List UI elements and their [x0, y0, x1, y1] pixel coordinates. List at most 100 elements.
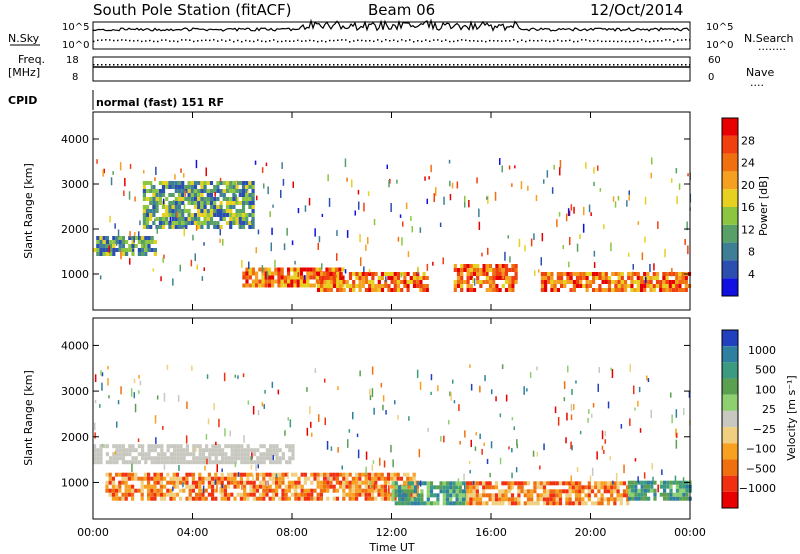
- echo-cell: [278, 460, 282, 465]
- echo-cell: [172, 496, 176, 501]
- echo-cell: [584, 485, 588, 490]
- nave-dot: [273, 64, 275, 66]
- echo-cell: [639, 428, 642, 433]
- echo-cell: [256, 448, 260, 453]
- echo-cell: [335, 488, 339, 493]
- echo-cell: [626, 485, 630, 490]
- echo-cell: [189, 452, 193, 457]
- echo-cell: [649, 288, 653, 292]
- nave-dot: [245, 64, 247, 66]
- echo-cell: [597, 383, 599, 392]
- echo-cell: [323, 272, 327, 276]
- echo-cell: [672, 496, 676, 501]
- echo-cell: [93, 452, 97, 457]
- echo-cell: [675, 276, 679, 280]
- echo-cell: [390, 476, 394, 481]
- echo-cell: [647, 484, 651, 489]
- echo-cell: [675, 484, 679, 489]
- echo-cell: [663, 480, 667, 485]
- noise-dot: [389, 39, 391, 42]
- echo-cell: [221, 460, 225, 465]
- echo-cell: [225, 221, 230, 225]
- noise-dot: [253, 40, 255, 43]
- echo-cell: [523, 501, 527, 506]
- echo-cell: [109, 460, 113, 465]
- echo-cell: [342, 280, 346, 284]
- echo-cell: [487, 195, 489, 204]
- echo-cell: [281, 472, 285, 477]
- noise-dot: [549, 40, 551, 43]
- echo-cell: [514, 272, 518, 276]
- echo-cell: [499, 158, 501, 165]
- nave-dot: [185, 64, 187, 66]
- echo-cell: [358, 288, 362, 292]
- echo-cell: [206, 374, 209, 379]
- echo-cell: [383, 484, 387, 489]
- echo-cell: [159, 492, 163, 497]
- echo-cell: [372, 460, 375, 464]
- echo-cell: [191, 472, 195, 477]
- noise-dot: [269, 40, 271, 42]
- echo-cell: [144, 236, 148, 240]
- nave-dot: [497, 64, 499, 66]
- echo-cell: [131, 236, 135, 240]
- echo-cell: [380, 382, 383, 388]
- echo-cell: [671, 267, 673, 277]
- echo-cell: [364, 476, 368, 481]
- echo-cell: [118, 240, 122, 244]
- echo-cell: [201, 496, 205, 501]
- echo-cell: [646, 375, 648, 381]
- echo-cell: [348, 484, 352, 489]
- echo-cell: [241, 201, 246, 205]
- echo-cell: [364, 272, 369, 276]
- echo-cell: [417, 493, 421, 498]
- echo-cell: [550, 280, 554, 284]
- echo-cell: [407, 481, 411, 486]
- echo-cell: [137, 240, 141, 244]
- nave-dot: [405, 64, 407, 66]
- nave-dot: [585, 64, 587, 66]
- echo-cell: [592, 288, 596, 292]
- noise-dot: [189, 39, 191, 41]
- noise-dot: [409, 39, 411, 41]
- echo-cell: [265, 452, 269, 457]
- echo-cell: [248, 185, 252, 189]
- echo-cell: [436, 497, 440, 502]
- echo-cell: [247, 400, 250, 405]
- echo-cell: [245, 181, 249, 185]
- echo-cell: [241, 185, 246, 189]
- echo-cell: [230, 460, 234, 465]
- echo-cell: [198, 460, 202, 465]
- echo-cell: [404, 497, 408, 502]
- echo-cell: [99, 236, 103, 240]
- echo-cell: [160, 276, 162, 282]
- echo-cell: [630, 276, 634, 280]
- echo-cell: [307, 492, 311, 497]
- echo-cell: [229, 209, 233, 213]
- echo-cell: [326, 288, 330, 292]
- nave-dot: [605, 64, 607, 66]
- echo-cell: [388, 179, 390, 188]
- echo-cell: [291, 448, 295, 453]
- echo-cell: [203, 197, 207, 201]
- echo-cell: [280, 271, 284, 276]
- echo-cell: [193, 221, 198, 225]
- echo-cell: [209, 197, 214, 201]
- echo-cell: [222, 181, 226, 185]
- echo-cell: [143, 476, 147, 481]
- echo-cell: [173, 444, 177, 449]
- noise-dot: [237, 39, 239, 42]
- y-tick-label: 2000: [61, 431, 89, 444]
- echo-cell: [229, 189, 233, 193]
- echo-cell: [175, 472, 179, 477]
- echo-cell: [140, 496, 144, 501]
- echo-cell: [209, 205, 214, 209]
- echo-cell: [627, 284, 631, 288]
- echo-cell: [485, 485, 489, 490]
- echo-cell: [597, 497, 601, 502]
- echo-cell: [187, 181, 191, 185]
- echo-cell: [166, 456, 170, 461]
- echo-cell: [484, 375, 486, 382]
- echo-cell: [498, 264, 502, 268]
- echo-cell: [163, 496, 167, 501]
